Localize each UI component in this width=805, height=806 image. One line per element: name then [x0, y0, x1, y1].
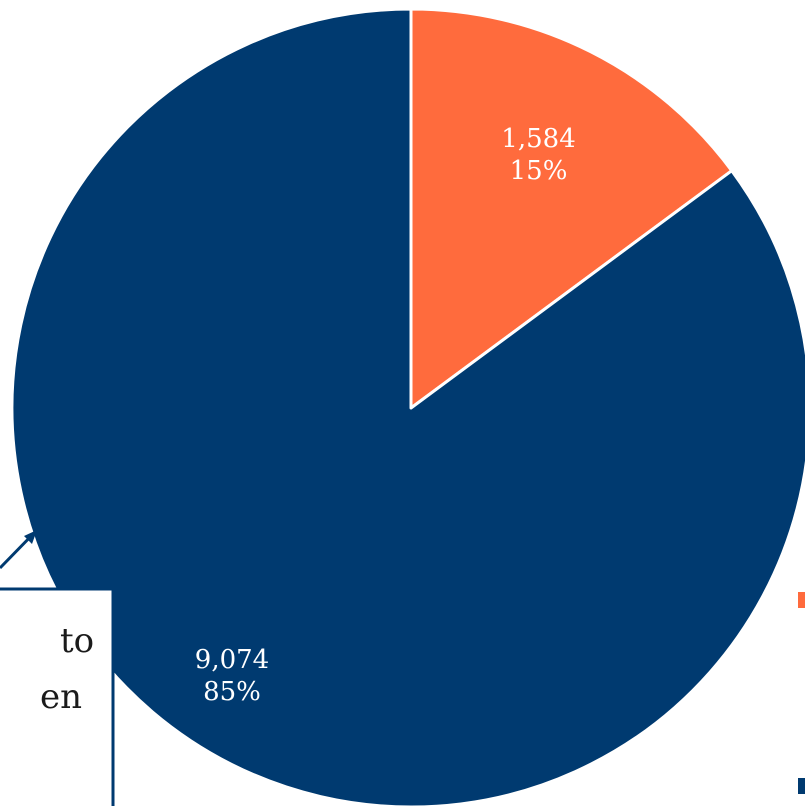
- slice-1-value-label: 1,584: [501, 124, 575, 154]
- slice-2-value-label: 9,074: [195, 645, 269, 675]
- legend-marker-navy: [798, 778, 805, 794]
- callout-text-line-2: en: [40, 677, 82, 717]
- legend-marker-orange: [798, 592, 805, 608]
- slice-2-percent-label: 85%: [203, 677, 261, 707]
- pie-slice-1: [409, 7, 734, 410]
- slice-1-percent-label: 15%: [510, 156, 568, 186]
- pie-slice-2: [10, 7, 805, 806]
- callout-text-line-1: to: [60, 621, 94, 661]
- callout: to en: [0, 528, 115, 806]
- pie-slices: [10, 7, 805, 806]
- callout-arrowhead: [24, 530, 37, 544]
- callout-box: [0, 587, 115, 806]
